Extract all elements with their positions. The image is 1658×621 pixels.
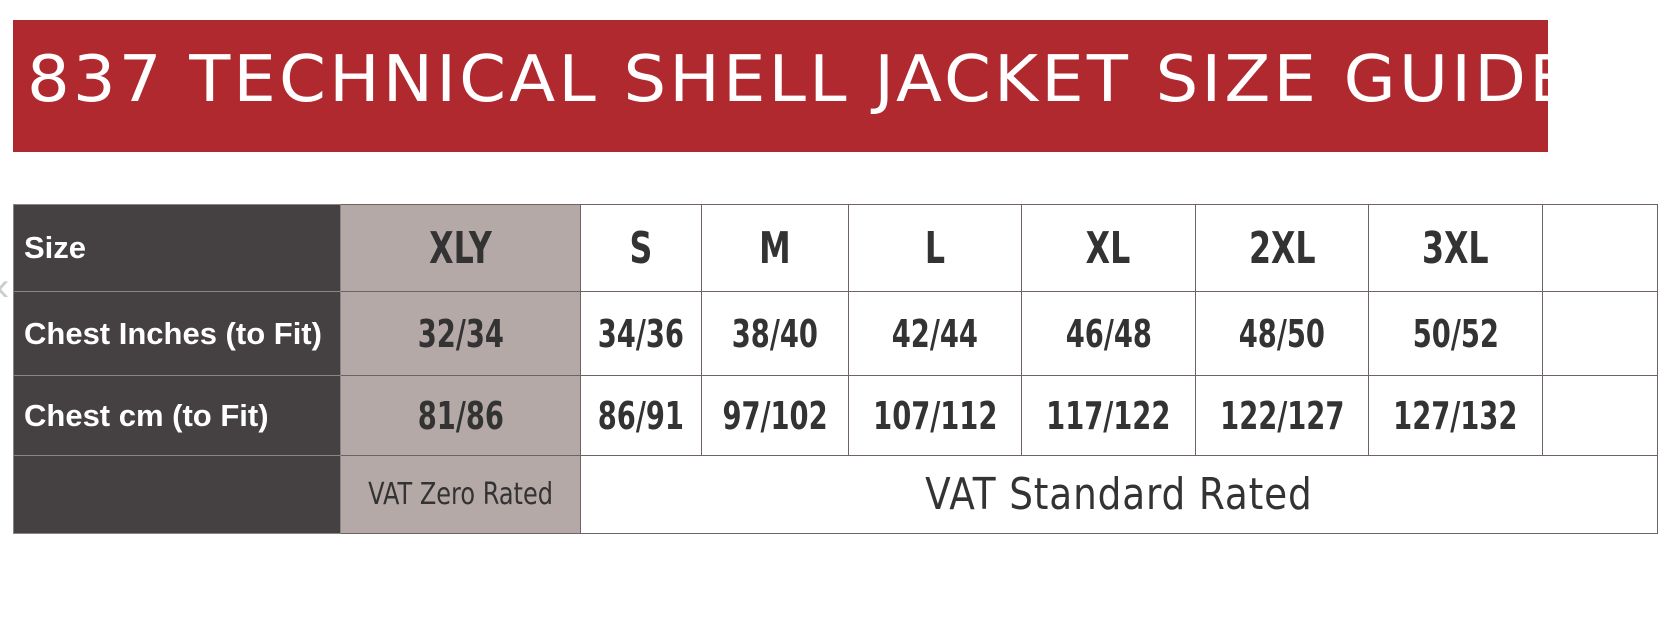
value-text: 122/127 [1219, 393, 1345, 438]
title-banner: 837 TECHNICAL SHELL JACKET SIZE GUIDE [13, 20, 1572, 152]
chest-inches-row: Chest Inches (to Fit) 32/34 34/36 38/40 … [12, 291, 1658, 376]
value-cell: 46/48 [1021, 291, 1196, 376]
size-text: 2XL [1248, 222, 1316, 274]
empty-cell [1541, 375, 1658, 456]
row-label [12, 455, 342, 534]
size-cell: S [579, 204, 702, 292]
size-cell: XL [1021, 204, 1196, 292]
size-text: XLY [429, 222, 492, 274]
chevron-left-icon[interactable]: ‹ [0, 262, 12, 312]
value-cell: 38/40 [700, 291, 849, 376]
value-text: 48/50 [1238, 311, 1326, 356]
vat-row: VAT Zero Rated VAT Standard Rated [12, 455, 1658, 534]
value-cell: 97/102 [700, 375, 849, 456]
value-text: 42/44 [891, 311, 978, 356]
value-text: 34/36 [597, 311, 684, 356]
empty-cell [1541, 204, 1658, 292]
value-cell: 32/34 [340, 291, 581, 376]
value-text: 107/112 [872, 393, 998, 438]
value-text: 50/52 [1412, 311, 1499, 356]
vat-standard-text: VAT Standard Rated [925, 469, 1313, 520]
value-cell: 117/122 [1021, 375, 1196, 456]
value-cell: 86/91 [579, 375, 702, 456]
value-cell: 48/50 [1194, 291, 1370, 376]
row-label: Chest Inches (to Fit) [12, 291, 342, 376]
value-cell: 122/127 [1194, 375, 1370, 456]
page-title: 837 TECHNICAL SHELL JACKET SIZE GUIDE [27, 43, 1575, 117]
row-label: Chest cm (to Fit) [12, 375, 342, 456]
vat-standard-cell: VAT Standard Rated [579, 455, 1658, 534]
value-cell: 127/132 [1368, 375, 1543, 456]
empty-cell [1541, 291, 1658, 376]
vat-zero-text: VAT Zero Rated [368, 477, 553, 512]
size-text: L [924, 222, 945, 274]
size-table: Size XLY S M L XL 2XL 3XL Chest Inches (… [12, 204, 1658, 534]
size-cell: 3XL [1368, 204, 1543, 292]
value-text: 97/102 [722, 393, 828, 438]
chest-cm-row: Chest cm (to Fit) 81/86 86/91 97/102 107… [12, 375, 1658, 456]
value-text: 32/34 [417, 311, 504, 356]
vat-zero-cell: VAT Zero Rated [340, 455, 581, 534]
value-cell: 107/112 [847, 375, 1023, 456]
size-text: 3XL [1422, 222, 1489, 274]
size-row: Size XLY S M L XL 2XL 3XL [12, 204, 1658, 292]
size-text: XL [1086, 222, 1131, 274]
size-text: M [758, 222, 791, 274]
value-text: 46/48 [1065, 311, 1152, 356]
value-cell: 42/44 [847, 291, 1023, 376]
value-text: 38/40 [731, 311, 818, 356]
size-text: S [629, 222, 653, 274]
value-text: 81/86 [417, 393, 504, 438]
size-cell: 2XL [1194, 204, 1370, 292]
value-cell: 34/36 [579, 291, 702, 376]
size-cell: L [847, 204, 1023, 292]
row-label: Size [12, 204, 342, 292]
value-text: 86/91 [597, 393, 684, 438]
value-cell: 81/86 [340, 375, 581, 456]
size-cell: XLY [340, 204, 581, 292]
value-cell: 50/52 [1368, 291, 1543, 376]
size-cell: M [700, 204, 849, 292]
value-text: 117/122 [1046, 393, 1171, 438]
value-text: 127/132 [1393, 393, 1518, 438]
